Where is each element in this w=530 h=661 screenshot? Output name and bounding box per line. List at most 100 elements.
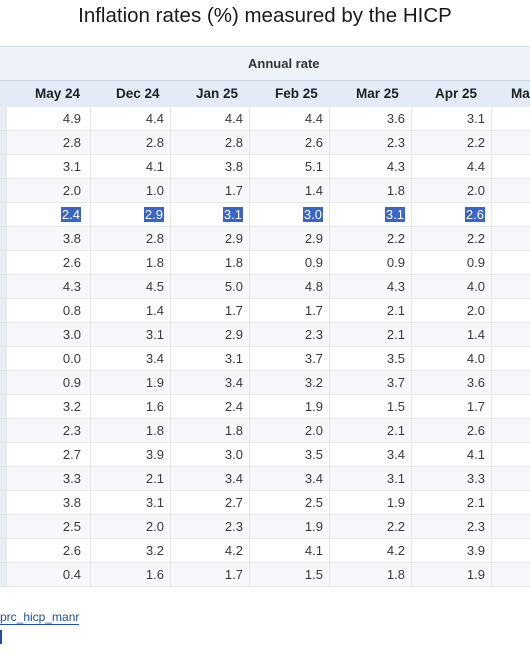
column-header[interactable]: Feb 25 (275, 86, 318, 101)
table-cell[interactable]: 2.9 (170, 323, 249, 346)
table-cell[interactable]: 2.1 (329, 323, 411, 346)
table-cell[interactable]: 2.4 (170, 395, 249, 418)
table-cell[interactable]: 0.0 (6, 347, 87, 370)
table-cell[interactable]: 1.9 (90, 371, 170, 394)
table-cell[interactable]: 3.2 (6, 395, 87, 418)
table-row[interactable]: 4.3 4.5 5.0 4.8 4.3 4.0 (0, 275, 530, 299)
table-cell[interactable]: 3.6 (411, 371, 491, 394)
table-row[interactable]: 2.6 1.8 1.8 0.9 0.9 0.9 (0, 251, 530, 275)
table-cell[interactable]: 1.7 (170, 563, 249, 586)
table-cell[interactable]: 2.6 (249, 131, 329, 154)
table-cell[interactable] (491, 203, 530, 226)
table-cell[interactable]: 4.3 (329, 155, 411, 178)
table-cell[interactable]: 2.0 (90, 515, 170, 538)
table-cell[interactable]: 3.9 (90, 443, 170, 466)
table-cell[interactable] (491, 371, 530, 394)
table-cell[interactable]: 3.1 (329, 203, 411, 226)
table-cell[interactable] (491, 539, 530, 562)
table-cell[interactable] (491, 155, 530, 178)
table-cell[interactable]: 2.0 (6, 179, 87, 202)
table-cell[interactable]: 3.2 (249, 371, 329, 394)
table-cell[interactable] (491, 107, 530, 130)
table-row[interactable]: 4.9 4.4 4.4 4.4 3.6 3.1 (0, 107, 530, 131)
table-row[interactable]: 3.8 2.8 2.9 2.9 2.2 2.2 (0, 227, 530, 251)
table-cell[interactable]: 3.1 (170, 203, 249, 226)
table-cell[interactable]: 2.6 (6, 539, 87, 562)
table-cell[interactable] (491, 251, 530, 274)
column-header[interactable]: Mar 25 (356, 86, 399, 101)
table-cell[interactable]: 2.2 (329, 515, 411, 538)
table-cell[interactable]: 2.0 (411, 179, 491, 202)
column-header[interactable]: Apr 25 (435, 86, 478, 101)
table-cell[interactable]: 2.7 (6, 443, 87, 466)
table-cell[interactable]: 1.8 (90, 419, 170, 442)
table-cell[interactable]: 1.4 (411, 323, 491, 346)
table-cell[interactable]: 2.0 (411, 299, 491, 322)
table-row[interactable]: 2.0 1.0 1.7 1.4 1.8 2.0 (0, 179, 530, 203)
table-cell[interactable]: 2.6 (411, 419, 491, 442)
table-cell[interactable]: 2.1 (411, 491, 491, 514)
table-row[interactable]: 3.2 1.6 2.4 1.9 1.5 1.7 (0, 395, 530, 419)
table-cell[interactable]: 0.4 (6, 563, 87, 586)
table-cell[interactable]: 4.2 (329, 539, 411, 562)
column-header[interactable]: Ma (511, 86, 530, 101)
table-cell[interactable]: 1.7 (170, 299, 249, 322)
table-cell[interactable]: 3.3 (411, 467, 491, 490)
table-cell[interactable] (491, 443, 530, 466)
table-cell[interactable] (491, 347, 530, 370)
table-row[interactable]: 2.5 2.0 2.3 1.9 2.2 2.3 (0, 515, 530, 539)
table-cell[interactable]: 3.9 (411, 539, 491, 562)
column-header[interactable]: Dec 24 (116, 86, 160, 101)
table-cell[interactable]: 3.8 (6, 227, 87, 250)
table-cell[interactable]: 5.0 (170, 275, 249, 298)
table-cell[interactable]: 3.4 (90, 347, 170, 370)
table-cell[interactable]: 2.9 (249, 227, 329, 250)
table-cell[interactable] (491, 515, 530, 538)
table-cell[interactable]: 1.9 (411, 563, 491, 586)
table-cell[interactable]: 3.1 (6, 155, 87, 178)
table-cell[interactable]: 1.8 (329, 563, 411, 586)
table-cell[interactable] (491, 275, 530, 298)
table-cell[interactable]: 1.4 (249, 179, 329, 202)
table-cell[interactable]: 0.9 (249, 251, 329, 274)
table-cell[interactable]: 2.7 (170, 491, 249, 514)
column-header[interactable]: Jan 25 (196, 86, 239, 101)
table-cell[interactable]: 4.9 (6, 107, 87, 130)
table-cell[interactable]: 3.1 (329, 467, 411, 490)
table-cell[interactable]: 1.9 (249, 515, 329, 538)
table-cell[interactable]: 4.8 (249, 275, 329, 298)
table-cell[interactable]: 3.6 (329, 107, 411, 130)
table-cell[interactable] (491, 395, 530, 418)
table-cell[interactable]: 3.4 (249, 467, 329, 490)
table-cell[interactable]: 3.4 (170, 467, 249, 490)
table-cell[interactable]: 3.4 (170, 371, 249, 394)
table-cell[interactable]: 0.9 (329, 251, 411, 274)
table-cell[interactable]: 3.0 (6, 323, 87, 346)
table-row[interactable]: 2.3 1.8 1.8 2.0 2.1 2.6 (0, 419, 530, 443)
table-cell[interactable] (491, 299, 530, 322)
table-row[interactable]: 2.7 3.9 3.0 3.5 3.4 4.1 (0, 443, 530, 467)
table-cell[interactable]: 2.5 (249, 491, 329, 514)
table-row[interactable]: 3.1 4.1 3.8 5.1 4.3 4.4 (0, 155, 530, 179)
table-cell[interactable]: 0.9 (6, 371, 87, 394)
table-cell[interactable]: 3.3 (6, 467, 87, 490)
table-cell[interactable]: 1.8 (329, 179, 411, 202)
table-cell[interactable]: 3.1 (411, 107, 491, 130)
table-cell[interactable]: 2.2 (329, 227, 411, 250)
table-cell[interactable]: 2.4 (6, 203, 87, 226)
table-cell[interactable]: 3.8 (6, 491, 87, 514)
table-row[interactable]: 2.6 3.2 4.2 4.1 4.2 3.9 (0, 539, 530, 563)
table-cell[interactable]: 3.8 (170, 155, 249, 178)
table-cell[interactable]: 4.2 (170, 539, 249, 562)
table-cell[interactable]: 2.3 (6, 419, 87, 442)
table-cell[interactable]: 4.3 (329, 275, 411, 298)
table-row[interactable]: 0.8 1.4 1.7 1.7 2.1 2.0 (0, 299, 530, 323)
table-cell[interactable]: 2.5 (6, 515, 87, 538)
table-cell[interactable]: 4.4 (170, 107, 249, 130)
table-cell[interactable] (491, 323, 530, 346)
table-row-selected[interactable]: 2.4 2.9 3.1 3.0 3.1 2.6 (0, 203, 530, 227)
table-cell[interactable]: 2.6 (411, 203, 491, 226)
table-cell[interactable]: 1.5 (329, 395, 411, 418)
table-cell[interactable] (491, 227, 530, 250)
table-cell[interactable]: 2.3 (249, 323, 329, 346)
